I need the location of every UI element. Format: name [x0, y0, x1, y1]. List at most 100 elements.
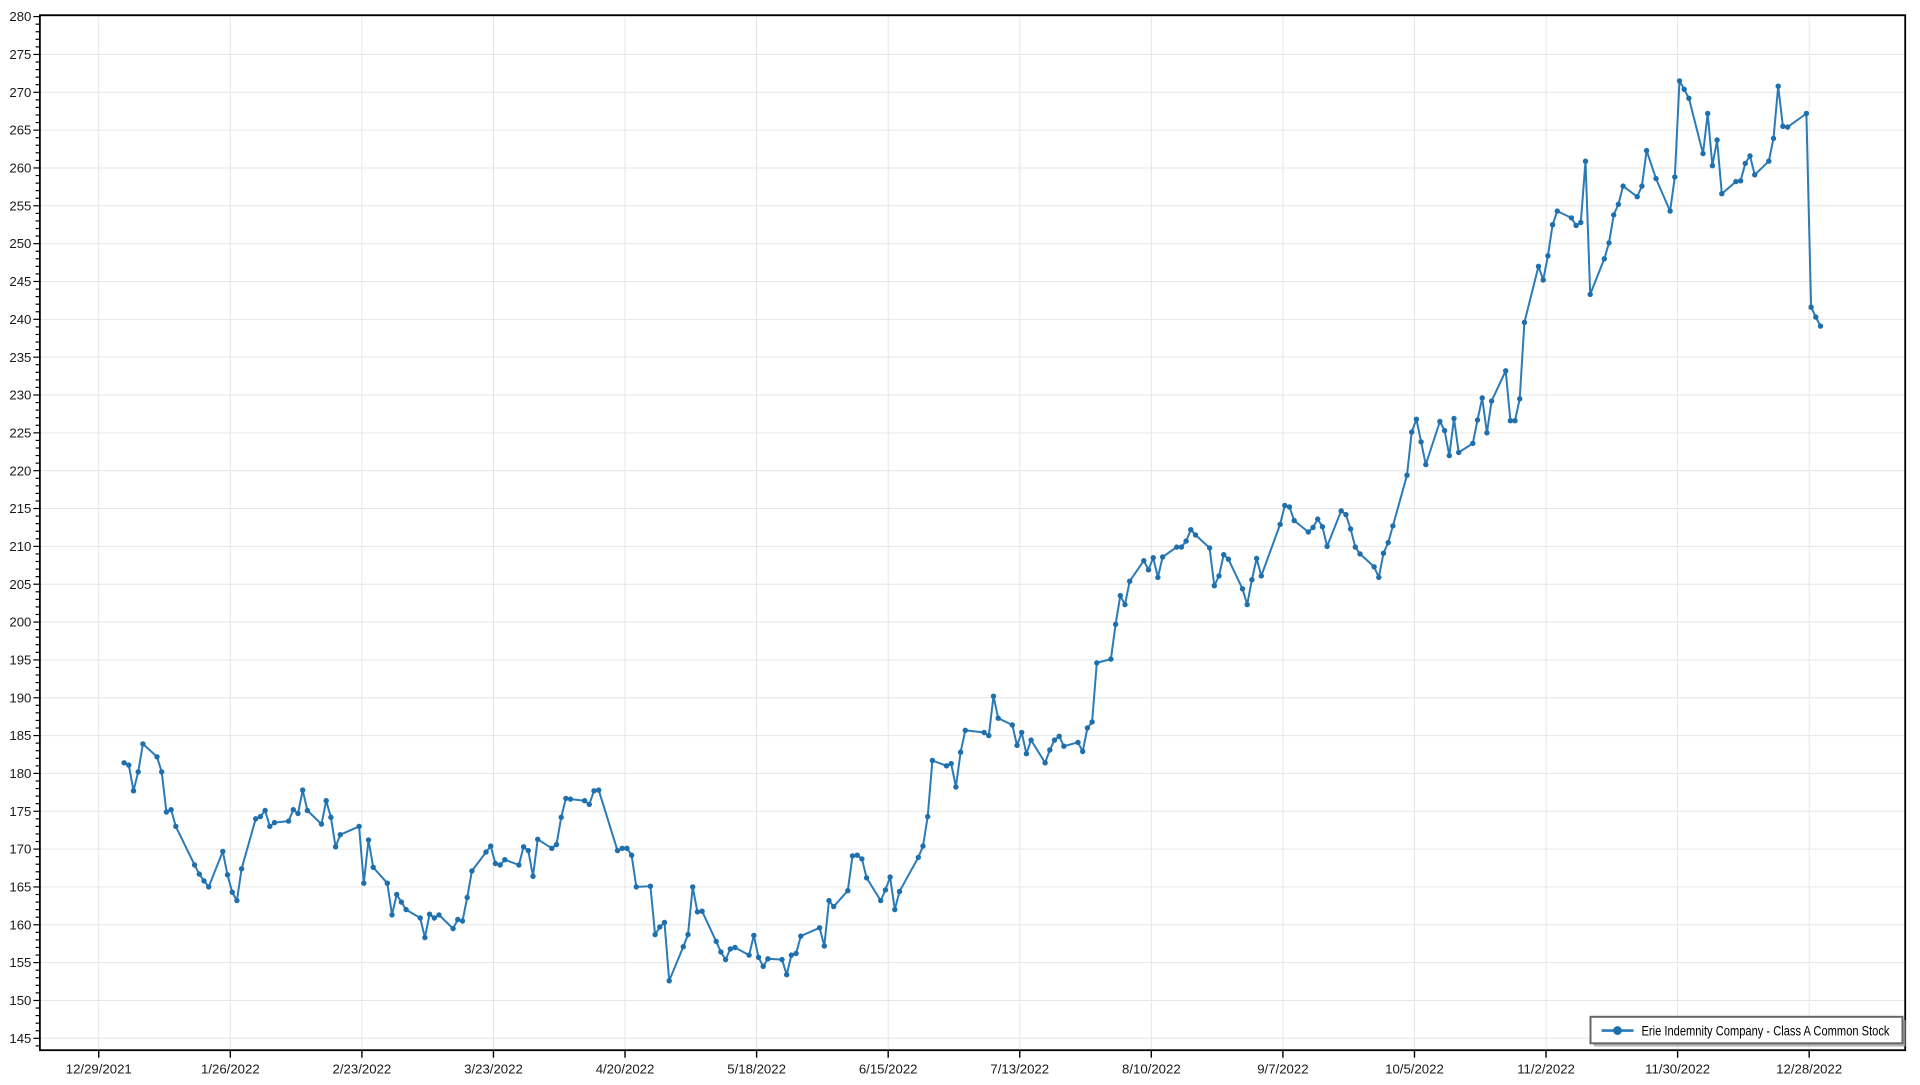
data-point-marker	[530, 873, 536, 879]
data-point-marker	[300, 787, 306, 793]
data-point-marker	[1112, 621, 1119, 627]
data-point-marker	[793, 950, 799, 957]
data-point-marker	[450, 925, 456, 932]
data-point-marker	[253, 816, 259, 822]
data-point-marker	[1324, 543, 1330, 550]
y-tick-label: 145	[9, 1031, 31, 1046]
data-point-marker	[1784, 124, 1791, 130]
data-point-marker	[722, 956, 729, 963]
data-point-marker	[558, 814, 564, 820]
data-point-marker	[1705, 110, 1711, 117]
x-tick-label: 11/2/2022	[1517, 1062, 1575, 1077]
data-point-marker	[1817, 323, 1824, 329]
x-tick-label: 1/26/2022	[201, 1062, 260, 1077]
data-point-marker	[1122, 601, 1128, 608]
y-tick-label: 230	[9, 388, 31, 403]
x-tick-label: 8/10/2022	[1122, 1062, 1181, 1077]
data-point-marker	[845, 888, 851, 894]
data-point-marker	[798, 933, 804, 939]
data-point-marker	[492, 860, 499, 867]
data-point-marker	[1145, 567, 1152, 573]
data-point-marker	[1643, 147, 1650, 154]
data-point-marker	[765, 956, 771, 962]
data-point-marker	[915, 854, 921, 861]
legend-marker-sample	[1613, 1026, 1622, 1035]
data-point-marker	[271, 819, 278, 826]
data-point-marker	[163, 809, 170, 815]
data-point-marker	[229, 889, 235, 895]
data-point-marker	[1084, 725, 1091, 731]
data-point-marker	[614, 847, 621, 854]
data-point-marker	[1258, 573, 1265, 579]
data-point-marker	[422, 934, 428, 941]
data-point-marker	[436, 912, 442, 918]
data-point-marker	[1507, 418, 1514, 424]
y-tick-label: 155	[9, 955, 31, 970]
legend[interactable]: Erie Indemnity Company - Class A Common …	[1589, 1015, 1906, 1047]
data-point-marker	[624, 845, 630, 851]
y-tick-label: 185	[9, 728, 31, 743]
data-point-marker	[849, 853, 856, 859]
data-point-marker	[1733, 178, 1739, 185]
data-point-marker	[1023, 751, 1030, 757]
data-point-marker	[1221, 552, 1227, 558]
data-point-marker	[760, 963, 766, 970]
data-point-marker	[121, 760, 127, 766]
data-point-marker	[257, 813, 264, 820]
x-tick-label: 10/5/2022	[1385, 1062, 1444, 1077]
data-point-marker	[1380, 550, 1387, 556]
x-tick-label: 7/13/2022	[990, 1062, 1049, 1077]
data-point-marker	[130, 788, 137, 794]
data-point-marker	[1277, 521, 1283, 528]
data-point-marker	[318, 821, 325, 827]
data-point-marker	[863, 875, 870, 881]
y-tick-label: 220	[9, 463, 31, 478]
data-point-marker	[826, 897, 832, 904]
data-point-marker	[285, 818, 292, 824]
y-tick-label: 215	[9, 501, 31, 516]
data-point-marker	[943, 763, 950, 769]
y-tick-label: 270	[9, 85, 31, 100]
data-point-marker	[191, 862, 198, 868]
data-point-marker	[384, 880, 390, 886]
data-point-marker	[262, 807, 268, 814]
data-point-marker	[751, 932, 757, 939]
y-tick-label: 260	[9, 161, 31, 176]
data-point-marker	[502, 857, 508, 863]
data-point-marker	[657, 924, 663, 930]
plot-border	[39, 14, 1907, 1052]
data-point-marker	[816, 925, 823, 931]
data-point-marker	[290, 807, 296, 813]
data-point-marker	[1047, 747, 1053, 753]
data-point-marker	[1601, 256, 1608, 262]
grid-lines	[39, 15, 1906, 1051]
data-point-marker	[1521, 319, 1528, 326]
tick-marks	[33, 16, 1810, 1058]
y-tick-label: 180	[9, 766, 31, 781]
y-tick-label: 160	[9, 917, 31, 932]
data-point-marker	[882, 887, 889, 893]
data-point-marker	[1094, 660, 1100, 666]
data-point-marker	[159, 769, 165, 775]
y-tick-label: 200	[9, 615, 31, 630]
data-point-marker	[1239, 586, 1246, 592]
data-point-marker	[892, 906, 898, 913]
data-point-marker	[1719, 191, 1725, 197]
data-point-marker	[1747, 153, 1753, 159]
data-point-marker	[887, 874, 893, 880]
data-point-marker	[1611, 212, 1617, 218]
data-point-marker	[553, 841, 560, 848]
data-point-marker	[398, 899, 405, 905]
data-point-marker	[831, 903, 837, 910]
data-point-marker	[586, 801, 592, 808]
data-point-marker	[563, 795, 569, 802]
data-point-marker	[1206, 545, 1213, 551]
data-point-marker	[1676, 78, 1683, 84]
data-point-marker	[1578, 219, 1584, 226]
data-point-marker	[370, 864, 376, 870]
x-tick-label: 6/15/2022	[859, 1062, 918, 1077]
data-point-marker	[1188, 527, 1194, 533]
data-point-marker	[267, 823, 273, 830]
y-tick-label: 210	[9, 539, 31, 554]
data-point-marker	[135, 769, 141, 775]
